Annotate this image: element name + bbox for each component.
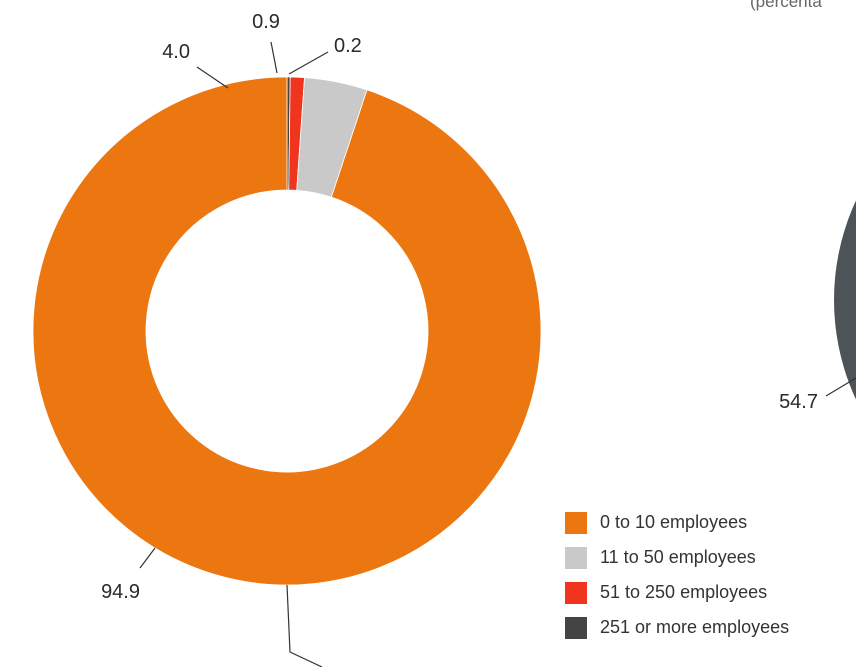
legend-item: 11 to 50 employees	[565, 540, 789, 575]
pie-slice	[834, 200, 856, 400]
second-pie-chart: 54.7	[779, 200, 856, 413]
leader-line	[825, 377, 856, 397]
donut-chart: 94.9 4.0 0.9 0.2	[32, 11, 542, 667]
chart-note: (percenta	[750, 0, 822, 11]
legend-label: 251 or more employees	[600, 617, 790, 637]
legend-swatch	[565, 546, 587, 569]
data-label: 0.2	[334, 35, 362, 57]
leader-line	[196, 66, 229, 89]
data-label: 94.9	[101, 581, 140, 603]
legend-label: 0 to 10 employees	[600, 512, 748, 532]
legend-item: 51 to 250 employees	[565, 575, 789, 610]
legend-swatch	[565, 511, 587, 534]
legend-item: 251 or more employees	[565, 610, 789, 645]
legend-swatch	[565, 616, 587, 639]
legend-label: 51 to 250 employees	[600, 582, 768, 602]
legend-label: 11 to 50 employees	[600, 547, 756, 567]
legend-swatch	[565, 581, 587, 604]
leader-line	[139, 547, 156, 569]
legend: 0 to 10 employees 11 to 50 employees 51 …	[565, 505, 789, 645]
data-label: 4.0	[162, 41, 190, 63]
data-label: 54.7	[779, 391, 818, 413]
data-label: 0.9	[252, 11, 280, 33]
leader-line	[270, 41, 278, 74]
donut-slice	[32, 76, 542, 586]
leader-line	[286, 584, 323, 667]
legend-item: 0 to 10 employees	[565, 505, 789, 540]
leader-line	[288, 51, 329, 75]
